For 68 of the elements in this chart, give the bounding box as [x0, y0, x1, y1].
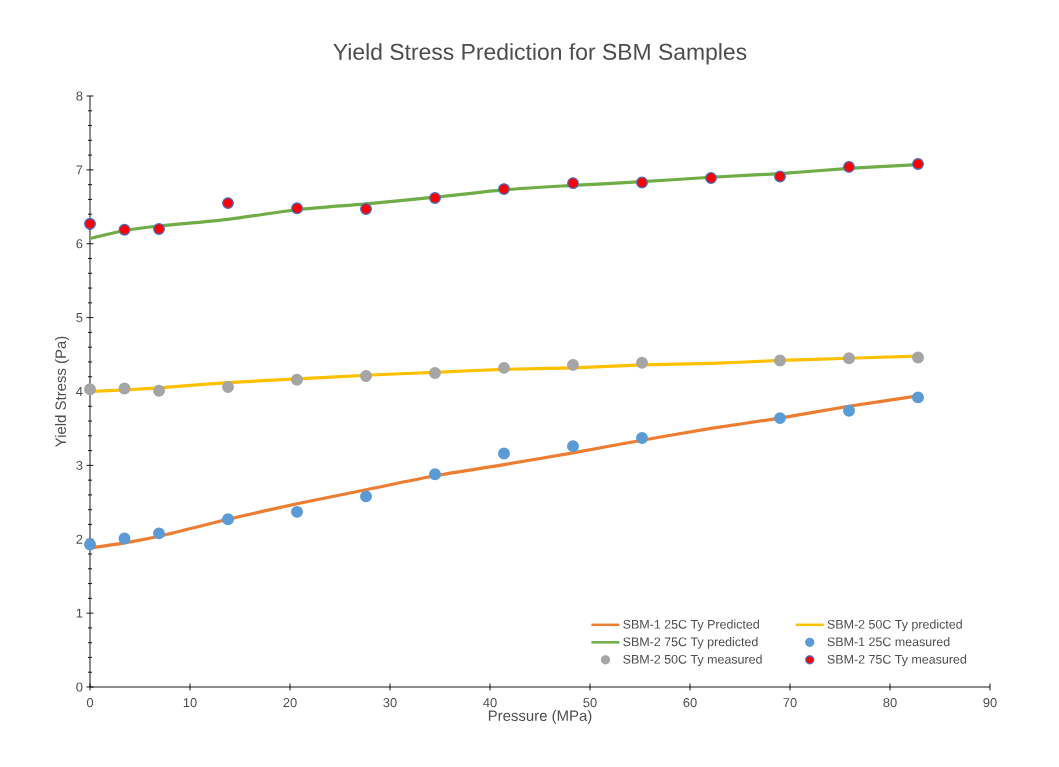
point	[118, 532, 131, 545]
point	[774, 412, 786, 425]
legend-label: SBM-2 75C Ty predicted	[623, 637, 758, 649]
x-tick-label: 20	[283, 698, 297, 708]
point	[118, 382, 131, 395]
legend-label: SBM-2 50C Ty measured	[623, 654, 762, 667]
point	[636, 356, 648, 369]
point	[153, 384, 165, 397]
x-tick-label: 50	[583, 698, 597, 708]
point	[360, 490, 372, 503]
y-tick-label: 0	[76, 682, 83, 692]
x-tick-label: 40	[483, 698, 497, 708]
y-tick-label: 8	[76, 91, 83, 101]
point	[222, 197, 234, 210]
x-tick-label: 70	[783, 698, 797, 708]
y-tick-label: 2	[76, 534, 83, 544]
point	[774, 354, 786, 367]
point	[705, 172, 717, 184]
point	[567, 177, 579, 190]
point	[84, 383, 96, 396]
x-axis-title: Pressure (MPa)	[488, 710, 592, 724]
point	[118, 223, 131, 236]
x-tick-label: 10	[183, 698, 197, 708]
point	[843, 404, 855, 417]
point	[429, 468, 441, 481]
point	[498, 183, 510, 196]
point	[843, 352, 855, 365]
legend-label: SBM-2 75C Ty measured	[827, 654, 966, 667]
point	[774, 170, 786, 183]
x-tick-label: 90	[983, 698, 997, 708]
point	[567, 440, 579, 453]
point	[84, 538, 96, 551]
y-tick-label: 1	[76, 608, 83, 618]
x-tick-label: 80	[883, 698, 897, 708]
y-axis-title: Yield Stress (Pa)	[55, 336, 69, 447]
y-tick-label: 4	[76, 387, 83, 396]
point	[912, 351, 924, 364]
legend-label: SBM-1 25C measured	[827, 637, 950, 647]
y-tick-label: 7	[76, 165, 83, 175]
point	[291, 373, 303, 386]
x-tick-label: 30	[383, 698, 397, 708]
point	[498, 361, 510, 374]
point	[912, 158, 924, 170]
x-tick-label: 60	[683, 698, 697, 708]
point	[84, 217, 96, 230]
y-tick-label: 3	[76, 460, 83, 470]
legend-label: SBM-2 50C Ty predicted	[827, 619, 962, 632]
point	[360, 203, 372, 215]
point	[222, 381, 234, 394]
point	[153, 527, 165, 540]
point	[636, 432, 648, 444]
point	[498, 447, 510, 460]
chart-title: Yield Stress Prediction for SBM Samples	[333, 43, 747, 65]
x-tick-label: 0	[86, 698, 94, 708]
point	[291, 202, 303, 215]
point	[843, 160, 855, 173]
y-tick-label: 5	[76, 313, 83, 323]
point	[222, 513, 234, 526]
point	[429, 367, 441, 379]
point	[291, 505, 303, 518]
legend-label: SBM-1 25C Ty Predicted	[623, 619, 759, 632]
point	[153, 223, 165, 235]
point	[429, 191, 441, 204]
y-tick-label: 6	[76, 239, 83, 249]
point	[567, 358, 579, 371]
point	[636, 176, 648, 189]
point	[912, 391, 924, 404]
point	[360, 370, 372, 382]
